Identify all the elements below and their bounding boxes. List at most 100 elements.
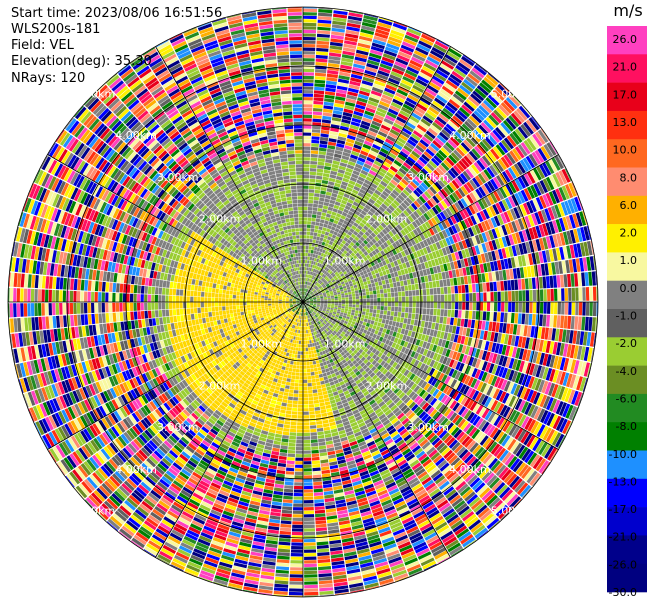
ray-54-cells xyxy=(362,517,376,527)
ray-14-cells xyxy=(499,83,511,94)
ray-41-cells xyxy=(518,446,538,466)
ray-50-cells xyxy=(374,436,383,444)
ray-2-cells xyxy=(303,17,347,302)
ray-95-cells xyxy=(125,246,132,256)
ray-84-cells xyxy=(91,357,101,370)
ray-82-cells xyxy=(28,408,35,422)
ray-116-cells xyxy=(244,26,259,32)
ray-13-cells xyxy=(430,134,447,152)
ray-8-cells xyxy=(303,53,426,303)
ray-37-cells xyxy=(303,302,577,421)
ray-21-cells xyxy=(555,170,568,186)
ray-14-cells xyxy=(490,91,503,104)
ray-22-cells xyxy=(532,198,541,211)
ray-17-cells xyxy=(470,146,503,175)
ray-40-cells xyxy=(499,418,509,431)
ray-100-cells xyxy=(82,164,92,177)
ray-99-cells xyxy=(41,156,51,171)
ray-110-cells xyxy=(198,116,209,125)
ray-81-cells xyxy=(158,365,165,375)
instrument-label: WLS200s-181 xyxy=(11,22,101,37)
ray-75-cells xyxy=(91,449,148,505)
ray-33-cells xyxy=(303,302,586,361)
ray-103-cells xyxy=(108,134,119,147)
ray-4-cells xyxy=(304,25,375,296)
ray-94-cells xyxy=(126,256,132,266)
ray-116-cells xyxy=(270,145,278,150)
ray-77-cells xyxy=(94,446,114,465)
ray-29-cells xyxy=(525,290,530,302)
ray-94-cells xyxy=(81,244,101,259)
ray-37-cells xyxy=(559,402,567,416)
ray-85-cells xyxy=(16,338,139,378)
ray-11-cells xyxy=(449,55,475,84)
ray-66-cells xyxy=(225,503,237,511)
ray-119-cells xyxy=(288,22,303,87)
ray-15-cells xyxy=(310,149,463,295)
ray-16-cells xyxy=(413,200,421,208)
ray-109-cells xyxy=(179,106,191,115)
ray-66-cells xyxy=(211,540,225,548)
ray-78-cells xyxy=(190,311,289,381)
ray-108-cells xyxy=(165,106,179,119)
ray-114-cells xyxy=(212,17,226,23)
ray-42-cells xyxy=(499,449,509,462)
ray-55-cells xyxy=(304,308,336,427)
ray-104-cells xyxy=(132,140,143,151)
colorbar-segment-6 xyxy=(607,195,647,225)
ray-117-cells xyxy=(263,52,277,58)
ray-88-cells xyxy=(56,315,61,328)
ray-38-cells xyxy=(306,303,529,414)
ray-89-cells xyxy=(168,302,296,309)
ray-93-cells xyxy=(107,261,141,276)
ray-88-cells xyxy=(169,302,289,316)
ray-13-cells xyxy=(414,123,456,170)
ray-101-cells xyxy=(56,130,168,212)
ray-60-cells xyxy=(289,457,303,592)
ray-110-cells xyxy=(156,41,200,106)
ray-5-cells xyxy=(366,63,379,70)
ray-92-cells xyxy=(49,263,76,278)
ray-65-cells xyxy=(226,494,251,545)
ray-119-cells xyxy=(288,29,303,150)
ray-3-cells xyxy=(328,113,342,143)
ray-84-cells xyxy=(170,305,290,345)
ray-46-cells xyxy=(462,488,474,500)
ray-74-cells xyxy=(126,478,138,489)
ray-3-cells xyxy=(330,12,363,133)
ray-98-cells xyxy=(115,209,123,220)
ray-45-cells xyxy=(417,422,426,431)
ray-106-cells xyxy=(177,157,187,166)
ray-108-cells xyxy=(178,124,212,168)
ray-109-cells xyxy=(210,155,302,299)
ray-30-cells xyxy=(497,302,512,312)
ray-110-cells xyxy=(209,135,219,143)
ray-27-cells xyxy=(474,274,479,284)
colorbar-segment-2 xyxy=(607,82,647,112)
ray-14-cells xyxy=(457,128,468,139)
ray-118-cells xyxy=(273,23,293,127)
ray-8-cells xyxy=(370,147,380,154)
ray-26-cells xyxy=(303,255,527,302)
ray-10-cells xyxy=(380,164,389,171)
ray-57-cells xyxy=(331,557,344,562)
range-label-3-1: 4.00km xyxy=(449,129,491,142)
ray-92-cells xyxy=(99,270,104,281)
colorbar-tick-20: -30.0 xyxy=(609,586,637,599)
ray-18-cells xyxy=(320,137,537,291)
ray-82-cells xyxy=(194,307,291,350)
ray-0-cells xyxy=(303,51,316,292)
range-label-4-3: 5.00km xyxy=(74,505,116,518)
ray-35-cells xyxy=(566,373,573,388)
ray-49-cells xyxy=(306,307,463,556)
colorbar-unit: m/s xyxy=(613,1,642,20)
ray-59-cells xyxy=(304,588,319,592)
ray-85-cells xyxy=(50,356,57,369)
ray-86-cells xyxy=(167,304,290,331)
ray-62-cells xyxy=(265,448,288,545)
ray-51-cells xyxy=(387,484,430,557)
ray-63-cells xyxy=(256,520,269,526)
ray-116-cells xyxy=(251,57,277,143)
ray-96-cells xyxy=(145,243,151,252)
ray-25-cells xyxy=(501,248,507,259)
